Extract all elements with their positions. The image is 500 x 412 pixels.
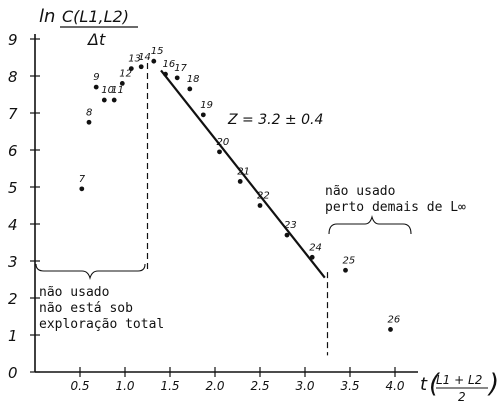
x-label-paren-close: ): [487, 369, 499, 399]
y-tick-label: 3: [8, 253, 18, 271]
annotation-right: não usado perto demais de L∞: [325, 184, 466, 215]
data-point: [79, 186, 85, 192]
fit-line: [160, 69, 326, 279]
y-tick-label: 2: [8, 290, 18, 308]
data-point: [388, 327, 393, 332]
data-point-label: 17: [174, 63, 187, 74]
x-tick-label: 2.0: [205, 379, 224, 393]
data-point: [200, 112, 206, 118]
x-tick-label: 0.5: [70, 379, 89, 393]
brace-right: [328, 215, 412, 235]
data-point: [174, 75, 180, 81]
data-point: [93, 84, 99, 90]
data-point: [119, 81, 125, 86]
brace-left: [35, 263, 146, 280]
y-label-ln: ln: [39, 6, 55, 27]
y-tick-label: 0: [8, 364, 18, 382]
y-tick-label: 7: [8, 105, 18, 123]
x-tick-label: 2.5: [250, 379, 269, 393]
x-tick-label: 4.0: [385, 379, 404, 393]
data-point-label: 12: [119, 68, 132, 79]
data-point-label: 21: [237, 166, 250, 177]
data-point: [187, 86, 193, 92]
data-point-label: 25: [343, 255, 356, 266]
x-label-denominator: 2: [458, 390, 466, 404]
data-point: [237, 179, 243, 184]
annotation-right-line-1: não usado: [325, 184, 395, 199]
data-point: [217, 149, 222, 155]
data-point-label: 20: [217, 137, 230, 148]
x-tick-label: 3.0: [295, 379, 314, 393]
x-ticks: 0.5 1.0 1.5 2.0 2.5 3.0 3.5 4.0: [70, 367, 405, 393]
data-point-label: 13: [128, 54, 141, 65]
data-point-label: 9: [93, 72, 99, 83]
data-point-label: 22: [257, 191, 270, 202]
data-point: [138, 64, 144, 70]
data-point: [111, 97, 117, 103]
x-label-paren-open: (: [429, 369, 441, 399]
data-point-label: 18: [187, 74, 200, 85]
fit-label: Z = 3.2 ± 0.4: [227, 112, 323, 128]
x-axis-label: t ( L1 + L2 2 ): [420, 369, 499, 404]
data-point-label: 11: [111, 85, 124, 96]
y-tick-label: 5: [8, 179, 18, 197]
annotation-left-line-3: exploração total: [39, 317, 164, 332]
annotation-left-line-1: não usado: [39, 285, 109, 300]
data-point: [284, 232, 290, 238]
data-point: [343, 267, 348, 273]
data-point: [101, 97, 107, 103]
annotation-left-line-2: não está sob: [39, 301, 133, 316]
data-point: [257, 203, 263, 208]
data-point-label: 24: [309, 242, 322, 253]
data-point: [309, 254, 315, 260]
data-point-label: 15: [151, 46, 164, 57]
data-point-label: 19: [200, 100, 213, 111]
y-tick-label: 6: [8, 142, 18, 160]
data-point: [163, 71, 168, 77]
y-tick-label: 4: [8, 216, 18, 234]
x-label-t: t: [420, 374, 428, 395]
y-axis-label: ln C(L1,L2) Δt: [39, 6, 138, 49]
x-tick-label: 1.0: [115, 379, 134, 393]
data-point-label: 26: [388, 314, 401, 325]
data-point-label: 23: [284, 220, 297, 231]
data-point-label: 7: [79, 174, 86, 185]
data-point: [86, 119, 92, 125]
data-point: [151, 58, 157, 64]
data-point-label: 16: [163, 59, 176, 70]
annotation-right-line-2: perto demais de L∞: [325, 200, 466, 215]
y-tick-label: 8: [8, 68, 18, 86]
y-tick-label: 9: [8, 31, 18, 49]
y-label-denominator: Δt: [86, 30, 106, 49]
data-point-label: 8: [86, 107, 92, 118]
data-point-label: 14: [138, 52, 151, 63]
data-point: [128, 66, 134, 71]
x-label-numerator: L1 + L2: [436, 373, 482, 387]
data-point-label: 10: [101, 85, 114, 96]
y-tick-label: 1: [8, 327, 18, 345]
x-tick-label: 3.5: [340, 379, 359, 393]
y-ticks: 0 1 2 3 4 5 6 7 8 9: [8, 31, 40, 382]
x-tick-label: 1.5: [160, 379, 179, 393]
y-label-numerator: C(L1,L2): [62, 7, 129, 26]
annotation-left: não usado não está sob exploração total: [39, 285, 164, 332]
